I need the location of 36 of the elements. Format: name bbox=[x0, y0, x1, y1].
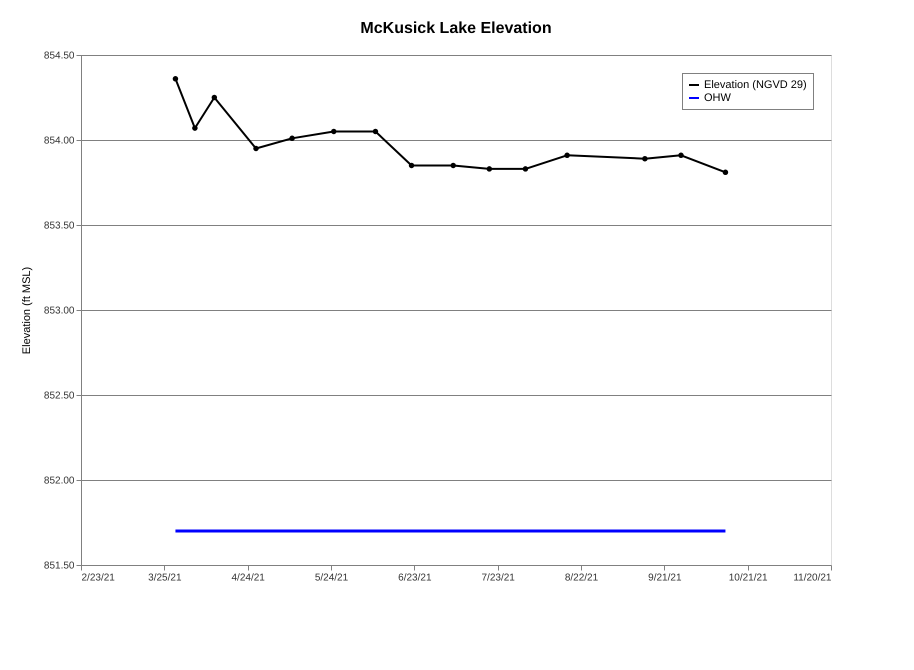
x-tick-label: 7/23/21 bbox=[481, 572, 516, 584]
chart-title: McKusick Lake Elevation bbox=[360, 20, 552, 37]
legend-label: Elevation (NGVD 29) bbox=[704, 79, 807, 91]
point bbox=[722, 170, 728, 176]
x-tick-label: 2/23/21 bbox=[82, 572, 116, 584]
point bbox=[212, 94, 218, 100]
point bbox=[450, 162, 456, 168]
y-axis-title: Elevation (ft MSL) bbox=[20, 266, 33, 354]
x-tick-label: 11/20/21 bbox=[793, 572, 832, 584]
point bbox=[408, 162, 414, 168]
point bbox=[331, 128, 337, 134]
x-tick-label: 3/25/21 bbox=[148, 572, 182, 584]
point bbox=[172, 76, 178, 82]
y-tick-label: 852.00 bbox=[44, 476, 75, 486]
x-tick-label: 4/24/21 bbox=[231, 572, 266, 584]
x-tick-label: 9/21/21 bbox=[648, 572, 682, 584]
y-tick-label: 853.50 bbox=[44, 220, 75, 232]
point bbox=[642, 156, 648, 162]
x-tick-label: 5/24/21 bbox=[314, 572, 349, 584]
legend-label: OHW bbox=[704, 92, 732, 104]
point bbox=[192, 125, 198, 131]
y-tick-label: 851.50 bbox=[44, 560, 75, 572]
point bbox=[253, 146, 259, 152]
point bbox=[486, 166, 492, 172]
point bbox=[678, 152, 684, 158]
point bbox=[372, 128, 378, 134]
y-tick-label: 854.00 bbox=[44, 136, 75, 146]
point bbox=[289, 136, 295, 142]
y-tick-label: 852.50 bbox=[44, 390, 75, 402]
point bbox=[522, 166, 528, 172]
x-tick-label: 10/21/21 bbox=[728, 572, 768, 584]
x-tick-label: 8/22/21 bbox=[564, 572, 599, 584]
point bbox=[564, 152, 570, 158]
x-tick-label: 6/23/21 bbox=[398, 572, 432, 584]
y-tick-label: 854.50 bbox=[44, 50, 75, 62]
y-tick-label: 853.00 bbox=[44, 306, 75, 316]
